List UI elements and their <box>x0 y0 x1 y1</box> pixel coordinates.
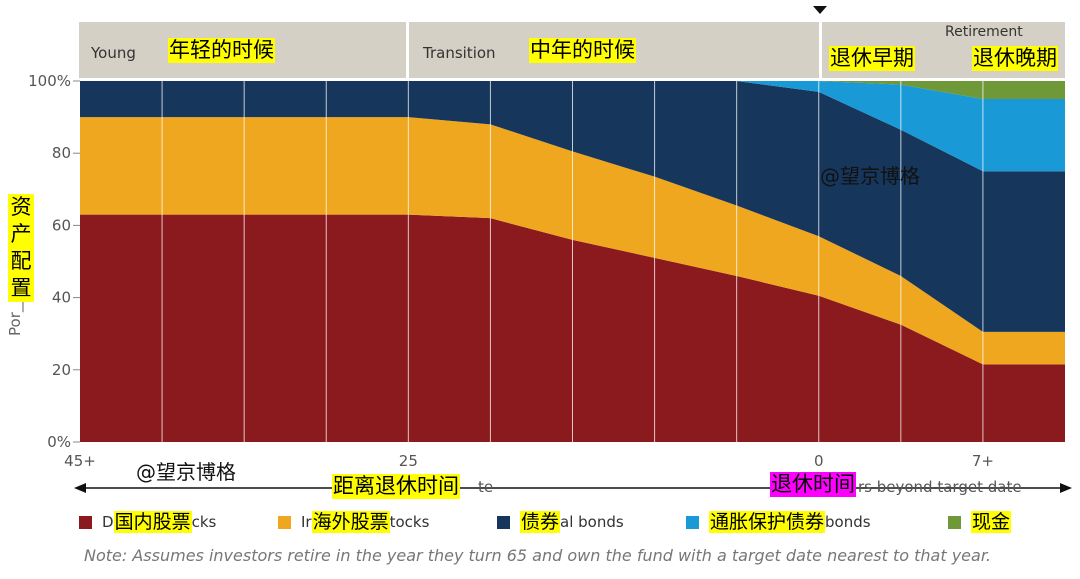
y-tick-label: 100% <box>28 72 71 90</box>
legend-prefix: D <box>102 513 114 531</box>
watermark-axis: @望京博格 <box>136 460 236 484</box>
legend-suffix: tocks <box>389 513 430 531</box>
arrow-left-icon <box>74 483 86 493</box>
legend-item-tips: 通胀保护债券 bonds <box>686 511 871 533</box>
legend-swatch <box>948 515 961 529</box>
area-series-3 <box>80 81 1065 172</box>
legend-overlay: 海外股票 <box>311 511 390 533</box>
phase-label-retirement: Retirement <box>945 24 1023 40</box>
phase-label-transition: Transition <box>423 44 496 62</box>
y-tick-label: 0% <box>47 433 71 451</box>
y-tick-label: 40 <box>52 289 71 307</box>
legend-overlay: 现金 <box>971 511 1012 533</box>
phase-overlay-transition: 中年的时候 <box>529 38 636 63</box>
footnote: Note: Assumes investors retire in the ye… <box>84 546 992 565</box>
legend-overlay: 通胀保护债券 <box>709 511 826 533</box>
x-tick-label: 0 <box>814 452 824 470</box>
watermark-chart: @望京博格 <box>820 164 920 188</box>
legend-prefix: Ir <box>301 513 312 531</box>
legend-item-cash: 现金 <box>948 511 1012 533</box>
legend-swatch <box>278 515 291 529</box>
area-series-4 <box>80 81 1065 100</box>
legend-overlay: 债券 <box>520 511 561 533</box>
y-tick-label: 80 <box>52 144 71 162</box>
x-tick-label: 25 <box>399 452 418 470</box>
y-axis-title-overlay: 资产配置 <box>8 194 34 302</box>
x-axis-ticks: 45+ 25 0 7+ <box>64 452 994 470</box>
legend-suffix: al bonds <box>560 513 624 531</box>
x-axis-title-fragment: te <box>478 478 494 496</box>
legend-swatch <box>79 515 92 529</box>
x-tick-label: 7+ <box>972 452 994 470</box>
x-tick-label: 45+ <box>64 452 96 470</box>
vertical-gridlines <box>161 81 984 442</box>
x-axis-right-label: rs beyond target date <box>858 478 1022 496</box>
legend-suffix: bonds <box>825 513 871 531</box>
x-axis-title-overlay: 距离退休时间 <box>332 474 460 499</box>
y-axis-ticks: 0% 20 40 60 80 100% <box>28 72 80 451</box>
legend-item-international: Ir 海外股票 tocks <box>278 511 430 533</box>
legend-swatch <box>497 515 510 529</box>
y-tick-label: 60 <box>52 216 71 234</box>
legend-swatch <box>686 515 699 529</box>
phase-overlay-early-retirement: 退休早期 <box>829 46 915 71</box>
legend-item-domestic: D 国内股票 cks <box>79 511 217 533</box>
legend-item-bonds: 债券 al bonds <box>497 511 624 533</box>
retirement-time-overlay: 退休时间 <box>770 472 856 497</box>
arrow-right-icon <box>1060 483 1072 493</box>
y-tick-label: 20 <box>52 361 71 379</box>
phase-label-young: Young <box>91 44 136 62</box>
phase-overlay-late-retirement: 退休晚期 <box>972 46 1058 71</box>
phase-overlay-young: 年轻的时候 <box>168 38 275 63</box>
legend-overlay: 国内股票 <box>113 511 192 533</box>
retirement-marker-icon <box>813 6 827 14</box>
legend-suffix: cks <box>191 513 217 531</box>
